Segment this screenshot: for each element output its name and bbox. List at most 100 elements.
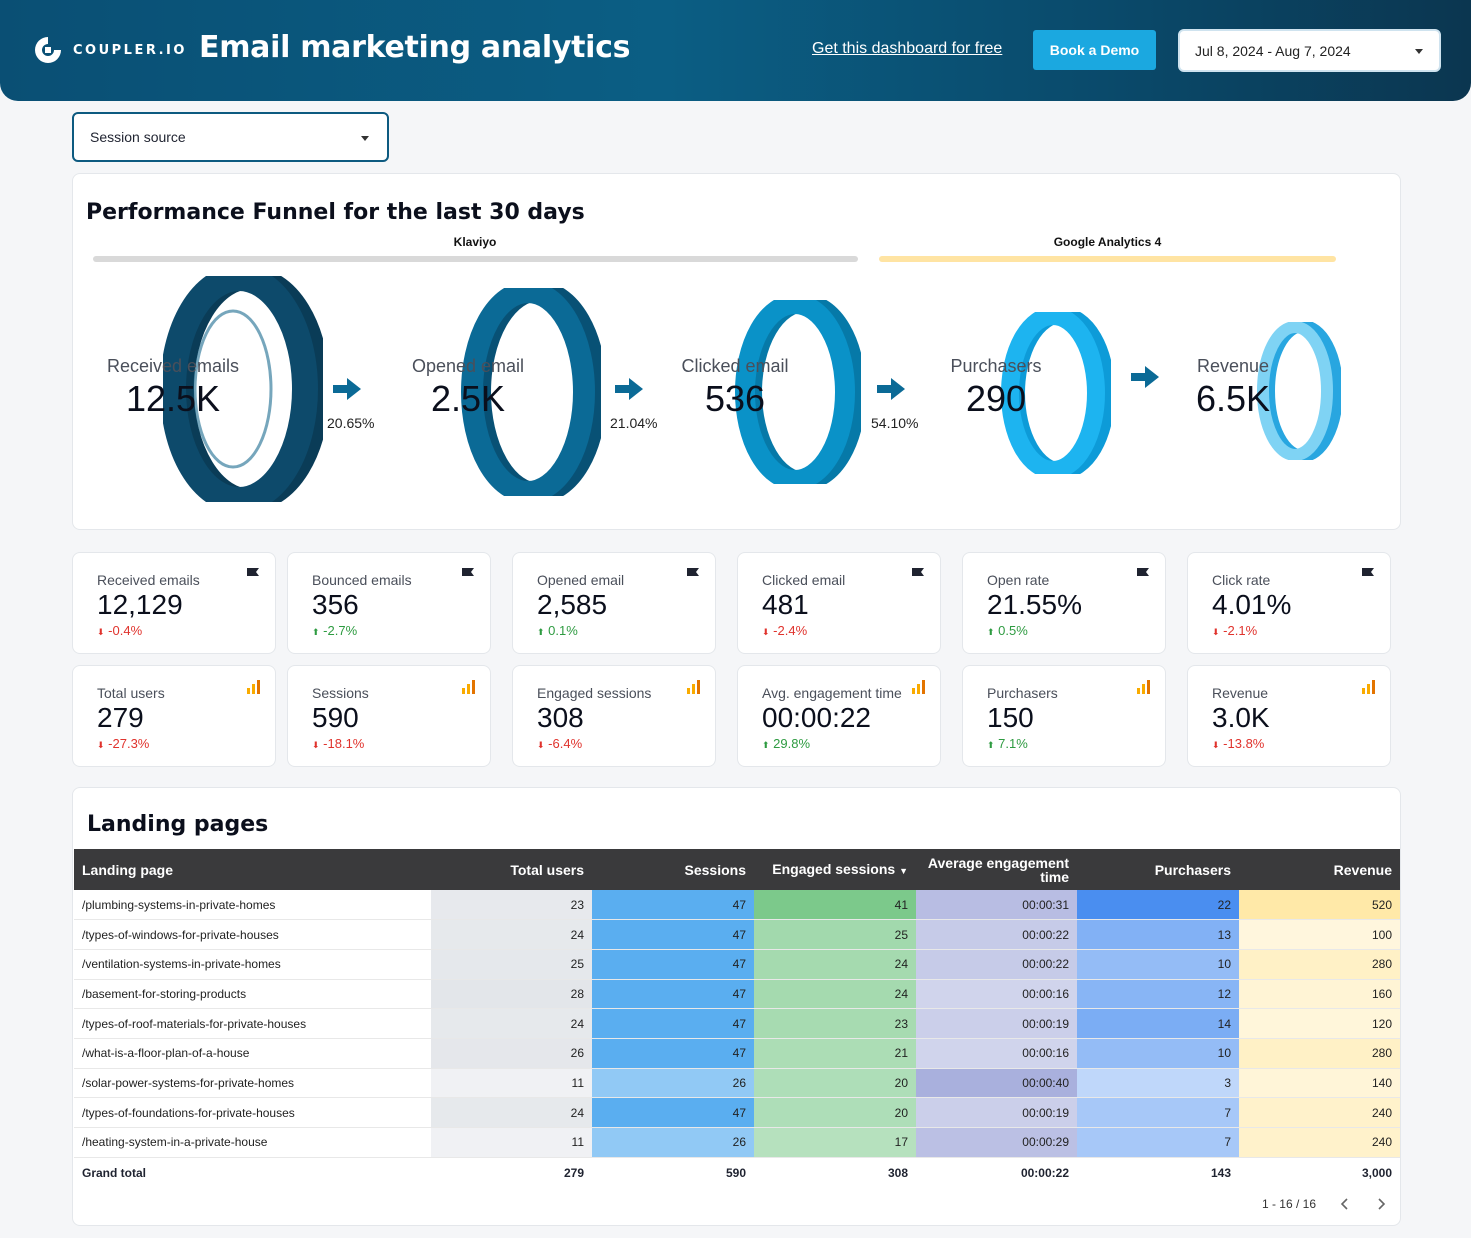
- funnel-title: Performance Funnel for the last 30 days: [86, 200, 585, 225]
- kpi-label: Purchasers: [987, 685, 1058, 701]
- cell-avg-engagement-time: 00:00:19: [916, 1097, 1077, 1128]
- cell-engaged-sessions: 21: [754, 1038, 916, 1069]
- get-dashboard-link[interactable]: Get this dashboard for free: [812, 40, 1003, 57]
- column-header-avg-engagement-time[interactable]: Average engagement time: [916, 849, 1077, 890]
- landing-pages-title: Landing pages: [87, 812, 269, 837]
- cell-revenue: 520: [1239, 890, 1400, 921]
- table-row[interactable]: /heating-system-in-a-private-house 11 26 17…: [74, 1127, 1400, 1158]
- kpi-label: Clicked email: [762, 572, 846, 588]
- column-header-engaged-sessions[interactable]: Engaged sessions ▼: [754, 849, 916, 890]
- funnel-ring-received: [163, 276, 323, 502]
- table-row[interactable]: /what-is-a-floor-plan-of-a-house 26 47 21 00…: [74, 1038, 1400, 1069]
- column-header-landing-page[interactable]: Landing page: [74, 849, 431, 890]
- funnel-label-clicked: Clicked email: [681, 356, 789, 376]
- table-header-row: Landing page Total users Sessions Engage…: [74, 849, 1400, 890]
- book-demo-button[interactable]: Book a Demo: [1033, 30, 1156, 70]
- kpi-card: Avg. engagement time 00:00:22 ⬆ 29.8%: [737, 665, 941, 767]
- cell-purchasers: 13: [1077, 919, 1239, 950]
- cell-revenue: 240: [1239, 1097, 1400, 1128]
- funnel-value-clicked: 536: [704, 378, 766, 419]
- kpi-card: Opened email 2,585 ⬆ 0.1%: [512, 552, 716, 654]
- funnel-ring-clicked: [735, 300, 861, 484]
- cell-purchasers: 7: [1077, 1127, 1239, 1158]
- funnel-value-revenue: 6.5K: [1195, 378, 1271, 419]
- page-title: Email marketing analytics: [199, 30, 631, 65]
- cell-landing-page: /basement-for-storing-products: [74, 979, 431, 1010]
- trend-down-icon: ⬇: [762, 627, 770, 637]
- cell-sessions: 47: [592, 1038, 754, 1069]
- kpi-label: Avg. engagement time: [762, 685, 902, 701]
- column-header-total-users[interactable]: Total users: [431, 849, 592, 890]
- kpi-value: 279: [97, 702, 144, 733]
- table-row[interactable]: /types-of-windows-for-private-houses 24 47…: [74, 919, 1400, 950]
- session-source-select[interactable]: Session source: [72, 112, 389, 162]
- flag-icon: [245, 566, 261, 582]
- analytics-icon: [460, 679, 476, 695]
- conversion-purchasers: 54.10%: [871, 415, 919, 431]
- kpi-delta-value: -13.8%: [1223, 736, 1265, 751]
- table-row[interactable]: /types-of-roof-materials-for-private-hou…: [74, 1008, 1400, 1039]
- logo-text: COUPLER.IO: [73, 42, 187, 58]
- cell-avg-engagement-time: 00:00:40: [916, 1068, 1077, 1099]
- cell-purchasers: 10: [1077, 1038, 1239, 1069]
- kpi-value: 4.01%: [1212, 589, 1292, 620]
- funnel-ring-purchasers: [1001, 312, 1111, 474]
- session-source-label: Session source: [90, 129, 186, 145]
- kpi-delta-value: -2.4%: [773, 623, 808, 638]
- kpi-value: 00:00:22: [762, 702, 871, 733]
- cell-avg-engagement-time: 00:00:31: [916, 890, 1077, 921]
- arrow-right-icon: [877, 378, 905, 400]
- cell-landing-page: /types-of-roof-materials-for-private-hou…: [74, 1008, 431, 1039]
- source-label-ga4: Google Analytics 4: [1053, 235, 1162, 249]
- source-bar-ga4: [879, 256, 1336, 262]
- kpi-card: Click rate 4.01% ⬇ -2.1%: [1187, 552, 1391, 654]
- trend-down-icon: ⬇: [312, 740, 320, 750]
- table-row[interactable]: /ventilation-systems-in-private-homes 25 4…: [74, 949, 1400, 980]
- column-header-purchasers[interactable]: Purchasers: [1077, 849, 1239, 890]
- cell-landing-page: /solar-power-systems-for-private-homes: [74, 1068, 431, 1099]
- sort-desc-icon: ▼: [899, 865, 908, 876]
- cell-engaged-sessions: 20: [754, 1097, 916, 1128]
- kpi-delta: ⬆ 29.8%: [762, 736, 810, 751]
- kpi-delta: ⬆ -2.7%: [312, 623, 357, 638]
- kpi-delta-value: 7.1%: [998, 736, 1028, 751]
- cell-total-users: 11: [431, 1127, 592, 1158]
- table-row[interactable]: /plumbing-systems-in-private-homes 23 47 41…: [74, 890, 1400, 921]
- kpi-label: Sessions: [312, 685, 369, 701]
- chevron-left-icon[interactable]: [1338, 1197, 1352, 1211]
- trend-up-icon: ⬆: [537, 627, 545, 637]
- funnel-value-purchasers: 290: [965, 378, 1027, 419]
- column-header-revenue[interactable]: Revenue: [1239, 849, 1400, 890]
- kpi-value: 481: [762, 589, 809, 620]
- cell-revenue: 280: [1239, 1038, 1400, 1069]
- kpi-delta: ⬇ -2.4%: [762, 623, 807, 638]
- column-header-sessions[interactable]: Sessions: [592, 849, 754, 890]
- funnel-value-opened: 2.5K: [430, 378, 506, 419]
- logo[interactable]: COUPLER.IO: [32, 34, 187, 66]
- date-range-picker[interactable]: Jul 8, 2024 - Aug 7, 2024: [1178, 29, 1441, 72]
- cell-purchasers: 10: [1077, 949, 1239, 980]
- coupler-logo-icon: [35, 37, 61, 63]
- kpi-value: 3.0K: [1212, 702, 1270, 733]
- kpi-value: 590: [312, 702, 359, 733]
- total-revenue: 3,000: [1361, 1166, 1392, 1181]
- source-bar-klaviyo: [93, 256, 858, 262]
- kpi-delta-value: 0.1%: [548, 623, 578, 638]
- analytics-icon: [1135, 679, 1151, 695]
- funnel-label-revenue: Revenue: [1196, 356, 1270, 376]
- cell-total-users: 26: [431, 1038, 592, 1069]
- table-row[interactable]: /basement-for-storing-products 28 47 24 00:0…: [74, 979, 1400, 1010]
- funnel-label-opened: Opened email: [411, 356, 525, 376]
- kpi-value: 2,585: [537, 589, 608, 620]
- cell-landing-page: /what-is-a-floor-plan-of-a-house: [74, 1038, 431, 1069]
- kpi-value: 308: [537, 702, 584, 733]
- table-row[interactable]: /solar-power-systems-for-private-homes 11…: [74, 1068, 1400, 1099]
- analytics-icon: [1360, 679, 1376, 695]
- kpi-label: Received emails: [97, 572, 200, 588]
- chevron-right-icon[interactable]: [1374, 1197, 1388, 1211]
- cell-engaged-sessions: 25: [754, 919, 916, 950]
- pagination: 1 - 16 / 16: [1262, 1197, 1388, 1211]
- table-row[interactable]: /types-of-foundations-for-private-houses…: [74, 1097, 1400, 1128]
- cell-avg-engagement-time: 00:00:16: [916, 1038, 1077, 1069]
- funnel-label-purchasers: Purchasers: [950, 356, 1042, 376]
